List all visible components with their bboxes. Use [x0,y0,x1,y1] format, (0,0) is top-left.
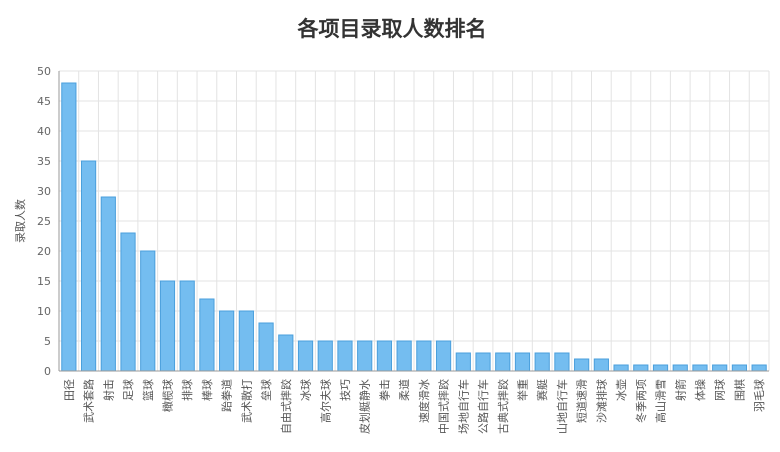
bar[interactable] [258,322,274,372]
bar[interactable] [672,364,688,372]
x-tick-label: 网球 [713,379,727,401]
x-tick-label: 排球 [180,379,194,401]
x-tick-label: 沙滩排球 [594,379,608,423]
bar[interactable] [574,358,590,372]
bar[interactable] [613,364,629,372]
y-tick-label: 50 [37,65,51,78]
bar[interactable] [199,298,215,372]
bar[interactable] [219,310,235,372]
bar[interactable] [712,364,728,372]
y-tick-label: 25 [37,215,51,228]
x-tick-label: 冰球 [299,379,313,401]
bar[interactable] [238,310,254,372]
bar[interactable] [179,280,195,372]
bar[interactable] [80,160,97,372]
chart-title: 各项目录取人数排名 [297,17,487,41]
x-axis-labels: 田径 武术套路 射击 足球 篮球 橄榄球 排球 棒球 跆拳道 武术散打 垒球 自由式摔跤 冰球 高尔夫球技… [63,379,766,434]
x-tick-label: 田径 [63,379,76,401]
x-tick-label: 公路自行车 [476,379,490,434]
x-tick-label: 围棋 [732,379,746,401]
bar[interactable] [593,358,609,372]
x-tick-label: 射击 [101,379,115,401]
bar[interactable] [534,352,550,372]
x-tick-label: 自由式摔跤 [279,379,293,434]
bar[interactable] [337,340,353,372]
x-tick-label: 山地自行车 [555,379,569,434]
bar[interactable] [692,364,708,372]
x-tick-label: 武术散打 [239,379,253,423]
y-tick-label: 10 [37,305,51,318]
bar[interactable] [317,340,333,372]
bar[interactable] [731,364,748,372]
x-tick-label: 拳击 [377,379,391,401]
x-tick-label: 短道速滑 [575,379,589,423]
x-tick-label: 柔道 [397,379,411,401]
bar[interactable] [475,352,491,372]
x-tick-label: 冬季两项 [634,379,648,423]
y-tick-label: 5 [44,335,51,348]
bar[interactable] [120,232,136,372]
y-tick-label: 30 [37,185,51,198]
bar[interactable] [140,250,156,372]
x-tick-label: 场地自行车 [456,379,470,434]
y-tick-label: 45 [37,95,51,108]
y-tick-label: 40 [37,125,51,138]
x-tick-label: 篮球 [141,379,155,401]
x-tick-label: 射箭 [673,379,687,401]
bar[interactable] [751,364,767,372]
y-axis-ticks: 0 5 10 15 20 25 30 35 40 45 50 [37,65,51,378]
x-tick-label: 橄榄球 [160,379,174,412]
bar[interactable] [376,340,393,372]
bar[interactable] [633,364,649,372]
bar[interactable] [416,340,432,372]
x-tick-label: 皮划艇静水 [358,379,372,434]
y-tick-label: 15 [37,275,51,288]
x-tick-label: 举重 [515,379,529,401]
bar[interactable] [652,364,669,372]
bar[interactable] [100,196,116,372]
bar[interactable] [554,352,570,372]
bar[interactable] [159,280,176,372]
bar[interactable] [297,340,314,372]
bar[interactable] [357,340,373,372]
y-tick-label: 0 [44,365,51,378]
bar[interactable] [495,352,511,372]
x-tick-label: 赛艇 [535,379,549,401]
y-tick-label: 35 [37,155,51,168]
x-tick-label: 技巧 [339,379,352,401]
bar[interactable] [396,340,412,372]
bar[interactable] [455,352,471,372]
x-tick-label: 垒球 [259,379,273,401]
bar[interactable] [61,82,77,372]
x-tick-label: 体操 [693,379,707,401]
x-tick-label: 高尔夫球 [318,379,332,423]
bar[interactable] [514,352,531,372]
x-tick-label: 羽毛球 [752,379,766,412]
x-tick-label: 武术套路 [83,379,96,423]
x-tick-label: 足球 [121,379,135,401]
y-axis-label: 录取人数 [14,199,27,243]
x-tick-label: 冰壶 [614,379,628,401]
x-tick-label: 棒球 [200,379,214,401]
bar[interactable] [435,340,452,372]
x-tick-label: 中国式摔跤 [437,379,451,434]
y-tick-label: 20 [37,245,51,258]
x-tick-label: 跆拳道 [220,379,234,412]
x-tick-label: 高山滑雪 [654,379,668,423]
x-tick-label: 速度滑冰 [417,379,431,423]
bars [61,82,767,372]
bar[interactable] [278,334,294,372]
x-tick-label: 古典式摔跤 [496,379,510,434]
